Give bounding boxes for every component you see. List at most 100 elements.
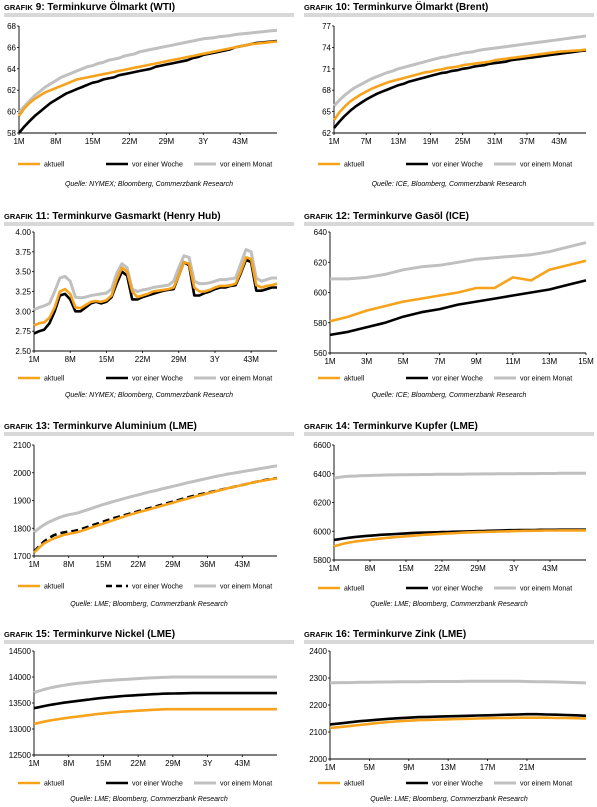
legend-label: aktuell xyxy=(44,162,65,169)
y-tick-label: 3.50 xyxy=(15,268,31,277)
y-tick-label: 2.50 xyxy=(15,347,31,356)
x-tick-label: 29M xyxy=(171,355,187,364)
legend-label: aktuell xyxy=(344,162,365,169)
x-tick-label: 9M xyxy=(471,357,482,366)
legend-label: vor einer Woche xyxy=(432,586,483,593)
series-line-aktuell xyxy=(33,256,278,327)
x-tick-label: 1M xyxy=(328,564,339,573)
x-tick-label: 29M xyxy=(165,759,181,768)
chart-title: GRAFIK 11: Terminkurve Gasmarkt (Henry Hu… xyxy=(4,211,221,222)
x-tick-label: 29M xyxy=(165,560,181,569)
chart-13: GRAFIK 13: Terminkurve Aluminium (LME) 170… xyxy=(4,421,294,608)
x-tick-label: 36M xyxy=(200,560,216,569)
y-tick-label: 6200 xyxy=(313,499,331,508)
x-tick-label: 1M xyxy=(28,560,39,569)
legend-label: vor einer Woche xyxy=(432,376,483,383)
x-tick-label: 15M xyxy=(96,759,112,768)
y-tick-label: 6400 xyxy=(313,470,331,479)
series-line-vor-einem-monat xyxy=(330,241,587,281)
series-line-aktuell xyxy=(333,529,586,548)
chart-source: Quelle: LME; Bloomberg, Commerzbank Rese… xyxy=(70,601,228,608)
legend-label: vor einem Monat xyxy=(520,162,572,169)
x-tick-label: 3Y xyxy=(198,137,208,146)
grafik-number: 16 xyxy=(336,629,348,640)
legend-label: vor einer Woche xyxy=(432,162,483,169)
legend-label: vor einer Woche xyxy=(132,162,183,169)
x-tick-label: 43M xyxy=(235,560,251,569)
grafik-number: 9 xyxy=(36,2,42,13)
x-tick-label: 9M xyxy=(403,763,414,772)
series-line-vor-einem-monat xyxy=(332,34,587,107)
x-tick-label: 25M xyxy=(455,137,471,146)
series-line-vor-einer-woche xyxy=(33,691,277,710)
grafik-number: 12 xyxy=(336,211,348,222)
legend-label: vor einem Monat xyxy=(220,376,272,383)
x-tick-label: 8M xyxy=(63,759,74,768)
series-line-vor-einem-monat xyxy=(17,28,278,114)
chart-15: GRAFIK 15: Terminkurve Nickel (LME) 12500 1… xyxy=(4,629,294,803)
y-tick-label: 3.00 xyxy=(15,307,31,316)
legend-label: vor einem Monat xyxy=(220,162,272,169)
y-tick-label: 71 xyxy=(322,65,331,74)
series-line-vor-einer-woche xyxy=(329,279,587,337)
x-tick-label: 15M xyxy=(398,564,414,573)
y-tick-label: 2400 xyxy=(309,647,327,656)
chart-title-text: : Terminkurve Nickel (LME) xyxy=(47,629,175,640)
series-line-vor-einer-woche xyxy=(329,712,587,726)
x-tick-label: 15M xyxy=(99,355,115,364)
chart-source: Quelle: NYMEX; Bloomberg, Commerzbank Re… xyxy=(65,392,233,399)
chart-title: GRAFIK 12: Terminkurve Gasöl (ICE) xyxy=(304,211,469,222)
x-tick-label: 43M xyxy=(235,759,251,768)
x-tick-label: 22M xyxy=(130,759,146,768)
title-rule xyxy=(304,222,594,226)
chart-14: GRAFIK 14: Terminkurve Kupfer (LME) 5800 60… xyxy=(304,421,594,608)
x-tick-label: 31M xyxy=(487,137,503,146)
y-tick-label: 2200 xyxy=(309,701,327,710)
y-tick-label: 13500 xyxy=(9,699,32,708)
y-tick-label: 65 xyxy=(322,108,331,117)
legend-label: aktuell xyxy=(344,781,365,788)
x-tick-label: 8M xyxy=(50,137,61,146)
series-line-aktuell xyxy=(329,716,587,730)
legend-label: aktuell xyxy=(44,376,65,383)
x-tick-label: 13M xyxy=(440,763,456,772)
x-tick-label: 8M xyxy=(364,564,375,573)
chart-source: Quelle: LME; Bloomberg, Commerzbank Rese… xyxy=(370,601,528,608)
chart-source: Quelle: ICE, Bloomberg, Commerzbank Rese… xyxy=(372,181,527,188)
x-tick-label: 29M xyxy=(470,564,486,573)
x-tick-label: 15M xyxy=(96,560,112,569)
y-tick-label: 68 xyxy=(322,86,331,95)
y-tick-label: 14500 xyxy=(9,647,32,656)
chart-title-text: : Terminkurve Kupfer (LME) xyxy=(347,421,478,432)
y-tick-label: 2000 xyxy=(13,469,31,478)
legend-label: aktuell xyxy=(44,584,65,591)
chart-title: GRAFIK 15: Terminkurve Nickel (LME) xyxy=(4,629,175,640)
x-tick-label: 22M xyxy=(135,355,151,364)
grafik-label: GRAFIK xyxy=(304,212,333,221)
y-tick-label: 2100 xyxy=(309,728,327,737)
x-tick-label: 3Y xyxy=(210,355,220,364)
grafik-number: 11 xyxy=(36,211,47,222)
title-rule xyxy=(304,640,594,644)
y-tick-label: 12500 xyxy=(9,751,32,760)
x-tick-label: 43M xyxy=(542,564,558,573)
chart-title-text: : Terminkurve Ölmarkt (Brent) xyxy=(347,0,489,13)
legend-label: vor einer Woche xyxy=(132,376,183,383)
chart-title: GRAFIK 14: Terminkurve Kupfer (LME) xyxy=(304,421,478,432)
x-tick-label: 1M xyxy=(13,137,24,146)
x-tick-label: 1M xyxy=(324,763,335,772)
chart-source: Quelle: NYMEX; Bloomberg, Commerzbank Re… xyxy=(65,181,233,188)
y-tick-label: 600 xyxy=(314,289,328,298)
grafik-number: 14 xyxy=(336,421,348,432)
chart-source: Quelle: LME; Bloomberg, Commerzbank Rese… xyxy=(370,796,528,803)
series-line-aktuell xyxy=(33,707,277,726)
y-tick-label: 1800 xyxy=(13,524,31,533)
series-line-aktuell xyxy=(329,259,587,323)
series-line-aktuell xyxy=(33,477,278,554)
y-tick-label: 77 xyxy=(322,22,331,31)
series-line-vor-einem-monat xyxy=(33,248,277,312)
y-tick-label: 62 xyxy=(7,86,16,95)
y-tick-label: 64 xyxy=(7,65,16,74)
y-tick-label: 62 xyxy=(322,129,331,138)
